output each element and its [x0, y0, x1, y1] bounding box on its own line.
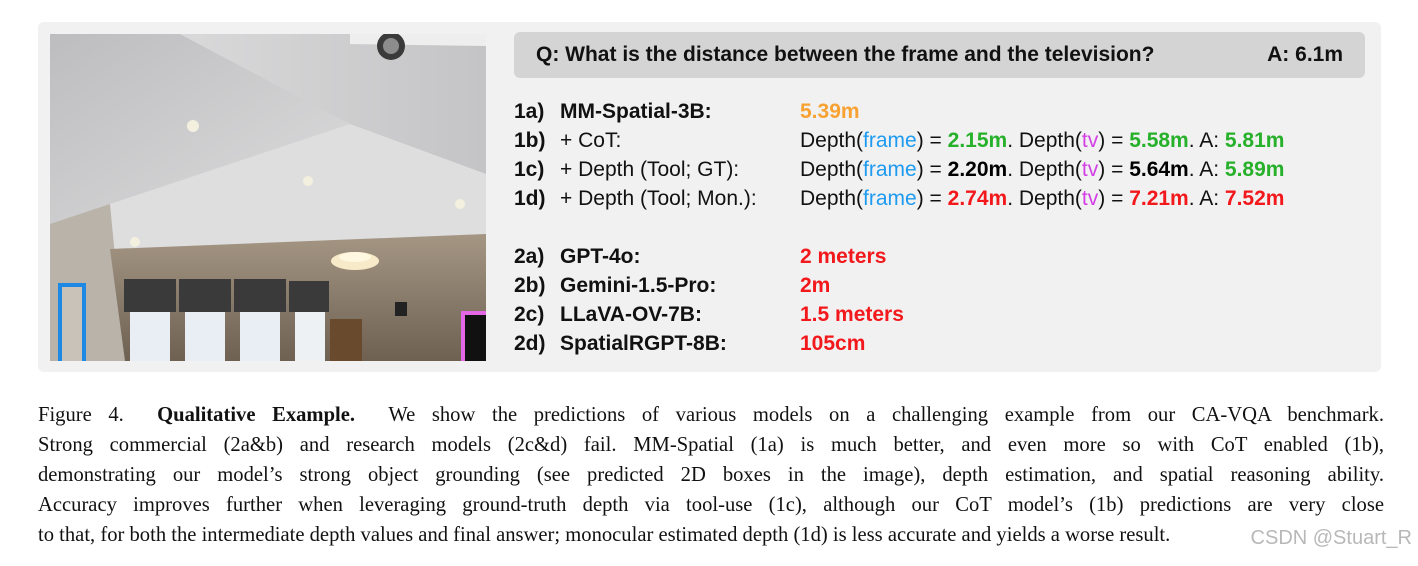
depth-frame-value: 2.74m [947, 187, 1008, 210]
separator: . [1007, 187, 1019, 210]
equals: ) = [916, 129, 948, 152]
caption-line: demonstrating our model’s strong object … [38, 464, 1384, 486]
caption-line: Accuracy improves further when leveragin… [38, 494, 1384, 516]
separator: . [1007, 158, 1019, 181]
tv-label: tv [1081, 187, 1099, 210]
depth-tv-value: 7.21m [1129, 187, 1189, 210]
equals: ) = [916, 158, 948, 181]
question-text: Q: What is the distance between the fram… [536, 43, 1155, 66]
row-id: 2b) [514, 274, 546, 297]
tv-label: tv [1081, 129, 1099, 152]
frame-label: frame [863, 158, 917, 181]
model-name: LLaVA-OV-7B: [560, 303, 702, 326]
caption-line: to that, for both the intermediate depth… [38, 524, 1171, 546]
question-bar: Q: What is the distance between the fram… [514, 32, 1365, 78]
row-id: 1a) [514, 100, 545, 123]
frame-label: frame [863, 129, 917, 152]
depth-label: Depth( [800, 187, 864, 210]
model-name: GPT-4o: [560, 245, 641, 268]
model-answer: 105cm [800, 332, 866, 355]
model-name: + CoT: [560, 129, 622, 152]
depth-label: Depth( [1018, 158, 1082, 181]
row-id: 1d) [514, 187, 546, 210]
answer-prefix: . A: [1188, 158, 1225, 181]
frame-label: frame [863, 187, 917, 210]
model-answer: 1.5 meters [800, 303, 904, 326]
row-id: 1b) [514, 129, 546, 152]
row-id: 2a) [514, 245, 545, 268]
equals: ) = [1098, 187, 1130, 210]
row-id: 2c) [514, 303, 545, 326]
ground-truth-answer: A: 6.1m [1267, 43, 1343, 66]
depth-tv-value: 5.64m [1129, 158, 1189, 181]
answer-prefix: . A: [1188, 187, 1225, 210]
tv-label: tv [1081, 158, 1099, 181]
figure-panel: Q: What is the distance between the fram… [38, 22, 1381, 372]
model-name: MM-Spatial-3B: [560, 100, 712, 123]
separator: . [1007, 129, 1019, 152]
reasoning-chain: Depth(frame) = 2.15m. Depth(tv) = 5.58m.… [800, 129, 1284, 153]
caption-line: Strong commercial (2a&b) and research mo… [38, 434, 1384, 456]
row-id: 1c) [514, 158, 545, 181]
caption-text: We show the predictions of various model… [388, 404, 1385, 426]
depth-frame-value: 2.15m [947, 129, 1008, 152]
model-answer: 5.89m [1224, 158, 1285, 181]
depth-label: Depth( [800, 129, 864, 152]
caption-title: Qualitative Example. [157, 404, 356, 426]
equals: ) = [1098, 158, 1130, 181]
equals: ) = [916, 187, 948, 210]
reasoning-chain: Depth(frame) = 2.20m. Depth(tv) = 5.64m.… [800, 158, 1284, 182]
model-answer: 5.81m [1224, 129, 1285, 152]
room-photo [50, 34, 486, 361]
model-answer: 7.52m [1224, 187, 1285, 210]
equals: ) = [1098, 129, 1130, 152]
depth-frame-value: 2.20m [947, 158, 1008, 181]
frame-bounding-box [58, 283, 86, 361]
model-answer: 2 meters [800, 245, 887, 268]
figure-caption: Figure 4. Qualitative Example. We show t… [38, 400, 1384, 550]
depth-tv-value: 5.58m [1129, 129, 1189, 152]
room-photo-image [50, 34, 486, 361]
tv-bounding-box [461, 311, 486, 361]
depth-label: Depth( [1018, 187, 1082, 210]
model-name: SpatialRGPT-8B: [560, 332, 727, 355]
model-name: Gemini-1.5-Pro: [560, 274, 717, 297]
caption-line: Figure 4. Qualitative Example. We show t… [38, 400, 1384, 430]
model-name: + Depth (Tool; GT): [560, 158, 740, 181]
row-id: 2d) [514, 332, 546, 355]
figure-label: Figure 4. [38, 404, 124, 426]
depth-label: Depth( [800, 158, 864, 181]
model-name: + Depth (Tool; Mon.): [560, 187, 757, 210]
reasoning-chain: Depth(frame) = 2.74m. Depth(tv) = 7.21m.… [800, 187, 1284, 211]
model-answer: 2m [800, 274, 831, 297]
watermark: CSDN @Stuart_R [1250, 527, 1412, 549]
depth-label: Depth( [1018, 129, 1082, 152]
answer-prefix: . A: [1188, 129, 1225, 152]
model-answer: 5.39m [800, 100, 860, 123]
